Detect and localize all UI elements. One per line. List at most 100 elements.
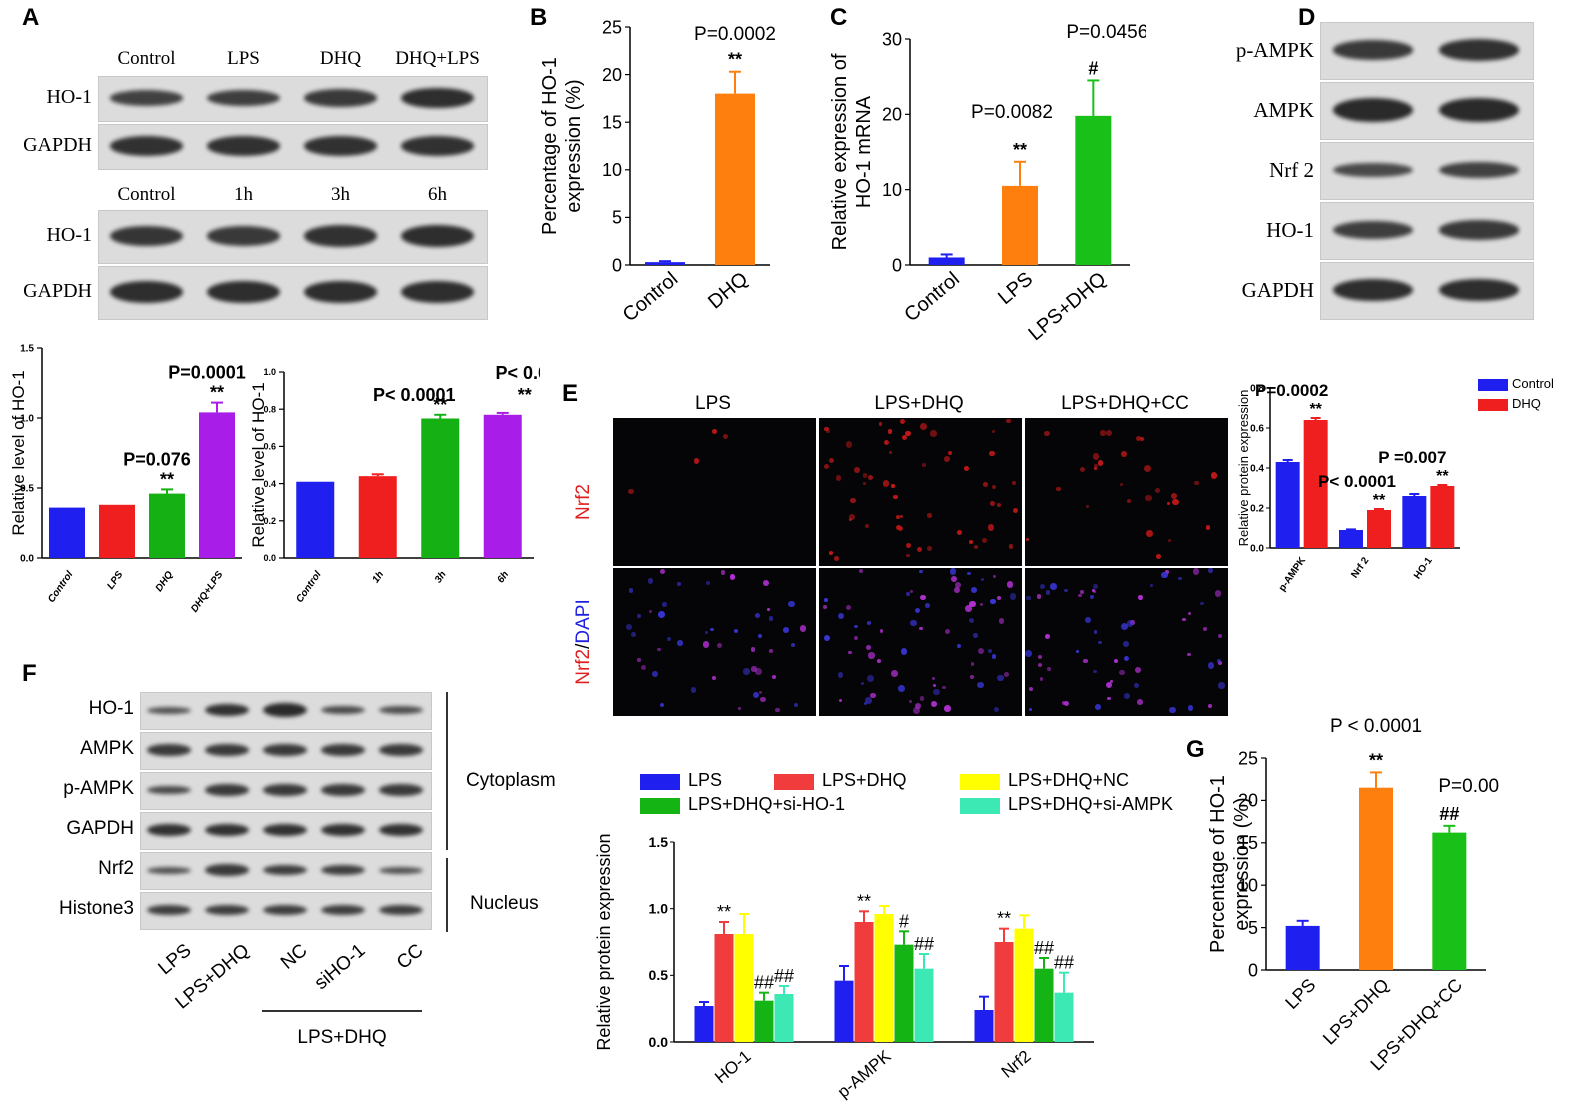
cell-dot [989,450,996,457]
lane-label: 6h [428,184,447,205]
cell-dot [837,613,844,620]
cell-dot [1105,681,1112,688]
significance-mark: ** [210,383,224,403]
cell-dot [947,451,952,455]
cell-dot [996,503,1002,508]
cell-dot [882,480,890,488]
blot-band [146,706,192,714]
cell-dot [859,568,864,574]
p-value-label: P=0.0001 [168,363,246,383]
cell-dot [641,664,647,671]
cell-dot [983,482,989,487]
cell-dot [652,671,659,678]
y-tick-label: 0.0 [649,1034,669,1050]
cell-dot [799,625,807,632]
blot-band [1332,278,1414,302]
bar [1075,115,1112,265]
cell-dot [1123,655,1130,662]
bar [1367,510,1391,548]
cell-dot [1046,667,1051,672]
cell-dot [729,574,736,580]
category-label: 3h [433,569,449,585]
cell-dot [1025,537,1030,542]
cell-dot [1092,453,1100,460]
cell-dot [720,570,726,576]
cell-dot [968,617,974,623]
cell-dot [1078,593,1082,597]
cell-dot [710,627,714,631]
y-tick-label: 0 [892,255,902,275]
bar [358,476,397,558]
cell-dot [905,430,911,437]
legend-label: LPS+DHQ [822,770,907,790]
cell-dot [1146,530,1154,537]
blot-band [378,904,424,916]
legend-swatch [1478,399,1508,411]
cell-dot [824,598,828,602]
cell-dot [950,568,957,575]
micrograph [1025,568,1228,716]
group-label: LPS+DHQ [297,1027,387,1048]
cell-dot [891,484,895,488]
cell-dot [1085,616,1092,623]
cell-dot [1039,677,1044,681]
blot-band [1438,278,1520,302]
y-tick-label: 0.4 [1250,464,1264,475]
blot-band [303,225,378,247]
cell-dot [887,429,893,434]
category-label: Control [294,569,324,605]
cell-dot [828,551,833,556]
cell-dot [628,488,634,495]
cell-dot [919,422,927,430]
cell-dot [845,441,852,448]
p-value-label: P=0.0456 [1066,22,1146,43]
cell-dot [1154,487,1160,494]
y-tick-label: 0.8 [263,404,276,414]
cell-dot [826,429,830,434]
p-value-label: P< 0.0001 [495,363,540,383]
row-label: GAPDH [23,280,92,302]
category-label: HO-1 [711,1047,754,1088]
cell-dot [1126,620,1134,628]
cell-dot [837,672,844,678]
bar [1402,496,1427,548]
cell-dot [868,652,875,659]
cell-dot [717,642,723,648]
y-tick-label: 20 [1238,791,1258,811]
cell-dot [847,650,852,655]
cell-dot [988,648,993,654]
cell-dot [1025,650,1032,658]
blot-band [206,280,281,304]
cell-dot [647,578,654,584]
row-label: Nrf 2 [1269,158,1314,182]
chart-a-right: 0.0 0.2 0.4 0.6 0.8 1.0 Control 1h 3h 6h Relative … [250,363,540,605]
cell-dot [865,696,872,704]
cell-dot [793,702,799,708]
lane-label: 1h [234,184,253,205]
cell-dot [969,539,974,544]
cell-dot [965,605,972,612]
bar [994,942,1014,1042]
cell-dot [822,604,827,610]
cell-dot [693,458,699,464]
cell-dot [1008,543,1014,549]
row-label: Nrf2 [98,858,134,879]
micrograph [819,568,1022,716]
legend-label: DHQ [1512,396,1541,411]
significance-mark: ## [914,934,934,954]
y-tick-label: 0.8 [1250,384,1264,395]
y-tick-label: 0 [612,255,622,275]
y-tick-label: 0.2 [1250,504,1264,515]
significance-mark: # [899,911,909,931]
cell-dot [1045,634,1051,640]
y-tick-label: 0 [1248,960,1258,980]
blot-band [262,904,308,916]
blot-band [320,864,366,876]
cell-dot [1139,436,1144,441]
blot-band [206,136,281,156]
panel-label-e: E [562,380,579,407]
bar [1002,185,1038,265]
cell-dot [930,430,937,437]
significance-mark: ## [1034,938,1054,958]
cell-dot [1050,583,1057,590]
